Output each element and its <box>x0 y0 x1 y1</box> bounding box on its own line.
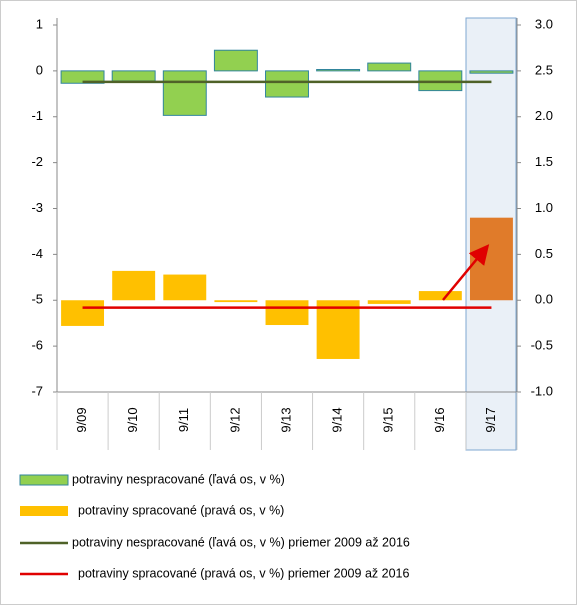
bar <box>469 70 514 74</box>
legend-swatch <box>19 474 69 486</box>
x-tick-label: 9/14 <box>330 407 345 432</box>
bar <box>60 70 105 84</box>
y-tick-label: -1 <box>31 108 43 123</box>
legend-label: potraviny nespracované (ľavá os, v %) <box>72 472 285 486</box>
y-tick-label: -4 <box>31 246 43 261</box>
bar <box>367 300 411 304</box>
y2-tick-label: 0.5 <box>535 246 553 261</box>
bar <box>162 70 207 116</box>
x-tick-label: 9/16 <box>432 407 447 432</box>
y2-tick-label: -1.0 <box>531 383 553 398</box>
y2-tick-label: 3.0 <box>535 16 553 31</box>
x-tick-label: 9/13 <box>278 407 293 432</box>
y2-tick-label: 2.5 <box>535 62 553 77</box>
bar <box>316 68 361 72</box>
y-tick-label: -7 <box>31 383 43 398</box>
x-tick-label: 9/09 <box>74 407 89 432</box>
legend-label: potraviny spracované (pravá os, v %) pri… <box>78 566 409 580</box>
bar <box>111 70 156 82</box>
legend-label: potraviny spracované (pravá os, v %) <box>78 503 284 517</box>
y2-tick-label: 1.0 <box>535 200 553 215</box>
x-tick-label: 9/10 <box>125 407 140 432</box>
y2-tick-label: 1.5 <box>535 154 553 169</box>
y-tick-label: 1 <box>36 16 43 31</box>
bar <box>61 300 105 326</box>
bar <box>214 300 258 303</box>
y2-tick-label: -0.5 <box>531 338 553 353</box>
x-tick-label: 9/11 <box>176 408 191 432</box>
y-tick-label: -3 <box>31 200 43 215</box>
bar <box>213 49 258 72</box>
x-tick-label: 9/15 <box>381 407 396 432</box>
bar <box>418 291 462 301</box>
bar <box>112 270 156 301</box>
bar <box>367 62 412 72</box>
y-tick-label: 0 <box>36 62 43 77</box>
y2-tick-label: 0.0 <box>535 292 553 307</box>
y2-tick-label: 2.0 <box>535 108 553 123</box>
arrow <box>442 244 490 301</box>
legend-swatch <box>20 506 68 516</box>
y-tick-label: -6 <box>31 338 43 353</box>
x-tick-label: 9/17 <box>483 407 498 432</box>
bar <box>265 300 309 326</box>
bar <box>316 300 360 359</box>
y-tick-label: -2 <box>31 154 43 169</box>
y-tick-label: -5 <box>31 292 43 307</box>
bar <box>265 70 309 98</box>
bar <box>163 274 207 301</box>
legend-label: potraviny nespracované (ľavá os, v %) pr… <box>72 535 410 549</box>
x-tick-label: 9/12 <box>227 407 242 432</box>
